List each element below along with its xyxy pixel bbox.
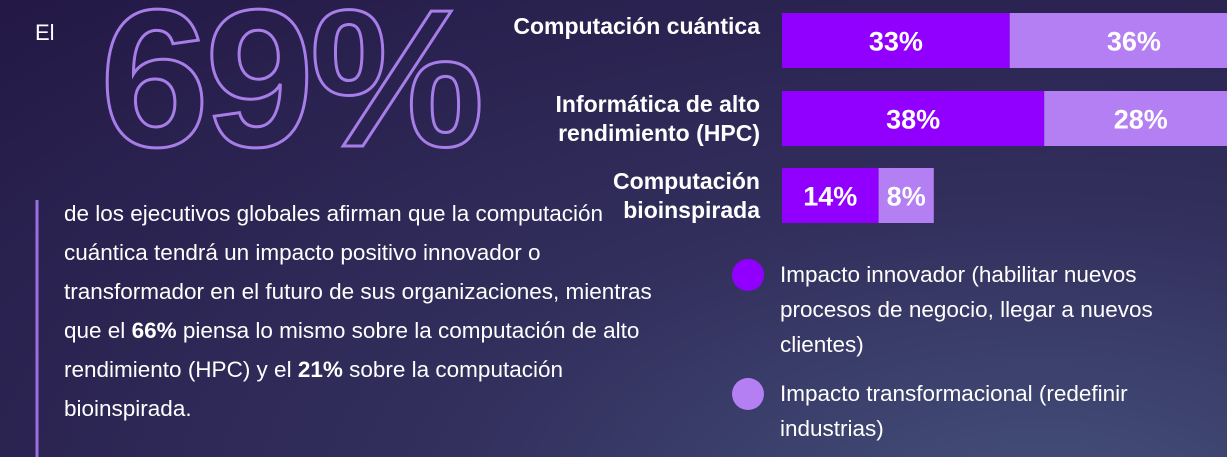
legend-label: Impacto innovador (habilitar nuevos proc… bbox=[780, 262, 1153, 357]
bar-segment bbox=[878, 168, 934, 223]
value-label: 33% bbox=[869, 27, 923, 57]
value-label: 14% bbox=[803, 182, 857, 212]
bar-segment bbox=[1009, 13, 1227, 68]
bar-segment bbox=[782, 168, 879, 223]
legend-swatch bbox=[732, 378, 764, 410]
paragraph-text: sobre la computación bioinspirada. bbox=[64, 357, 563, 421]
paragraph-highlight: 66% bbox=[131, 318, 177, 343]
bar-segment bbox=[782, 91, 1045, 146]
bar-segment bbox=[782, 13, 1010, 68]
legend-label: Impacto transformacional (redefinir indu… bbox=[780, 381, 1128, 441]
intro: El bbox=[35, 20, 55, 45]
legend-swatch bbox=[732, 259, 764, 291]
value-label: 38% bbox=[886, 105, 940, 135]
value-label: 28% bbox=[1114, 105, 1168, 135]
category-label: Computación bioinspirada bbox=[613, 167, 760, 223]
paragraph-highlight: 21% bbox=[297, 357, 343, 382]
paragraph-text: piensa lo mismo sobre la computación de … bbox=[64, 318, 640, 382]
value-label: 8% bbox=[887, 182, 926, 212]
category-label: Informática de alto rendimiento (HPC) bbox=[555, 90, 760, 146]
category-label: Computación cuántica bbox=[513, 12, 760, 39]
paragraph-text: de los ejecutivos globales afirman que l… bbox=[64, 201, 652, 343]
value-label: 36% bbox=[1107, 27, 1161, 57]
big-number: 69% bbox=[100, 0, 480, 188]
paragraph: de los ejecutivos globales afirman que l… bbox=[64, 194, 674, 428]
bar-segment bbox=[1044, 91, 1227, 146]
